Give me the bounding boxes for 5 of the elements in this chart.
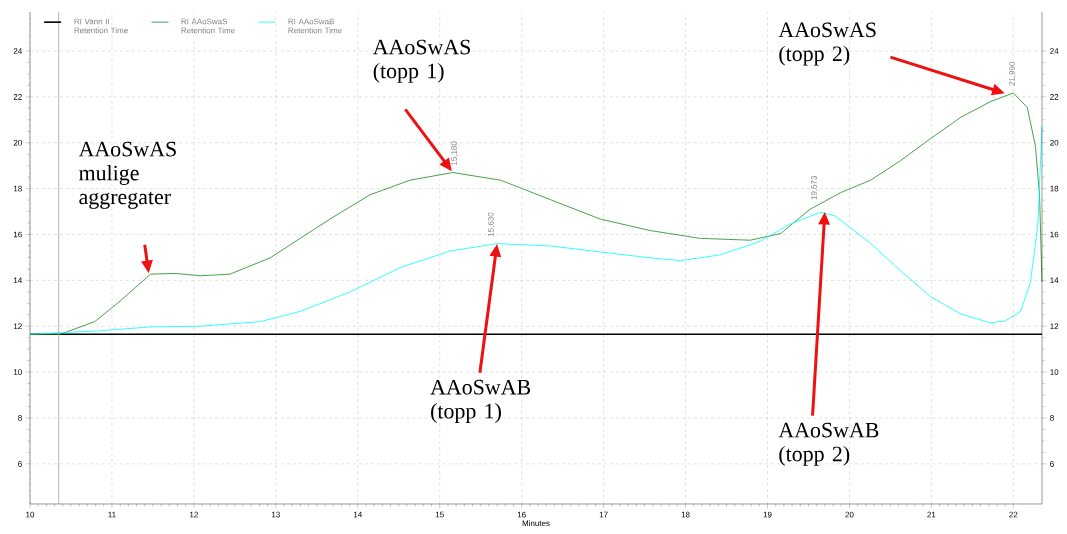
- annotation: AAoSwAS mulige aggregater: [78, 141, 176, 209]
- annotation: AAoSwAB (topp 1): [430, 379, 531, 423]
- annotation: AAoSwAS (topp 1): [372, 39, 470, 83]
- annotation: AAoSwAS (topp 2): [778, 22, 876, 66]
- annotation: AAoSwAB (topp 2): [778, 422, 879, 466]
